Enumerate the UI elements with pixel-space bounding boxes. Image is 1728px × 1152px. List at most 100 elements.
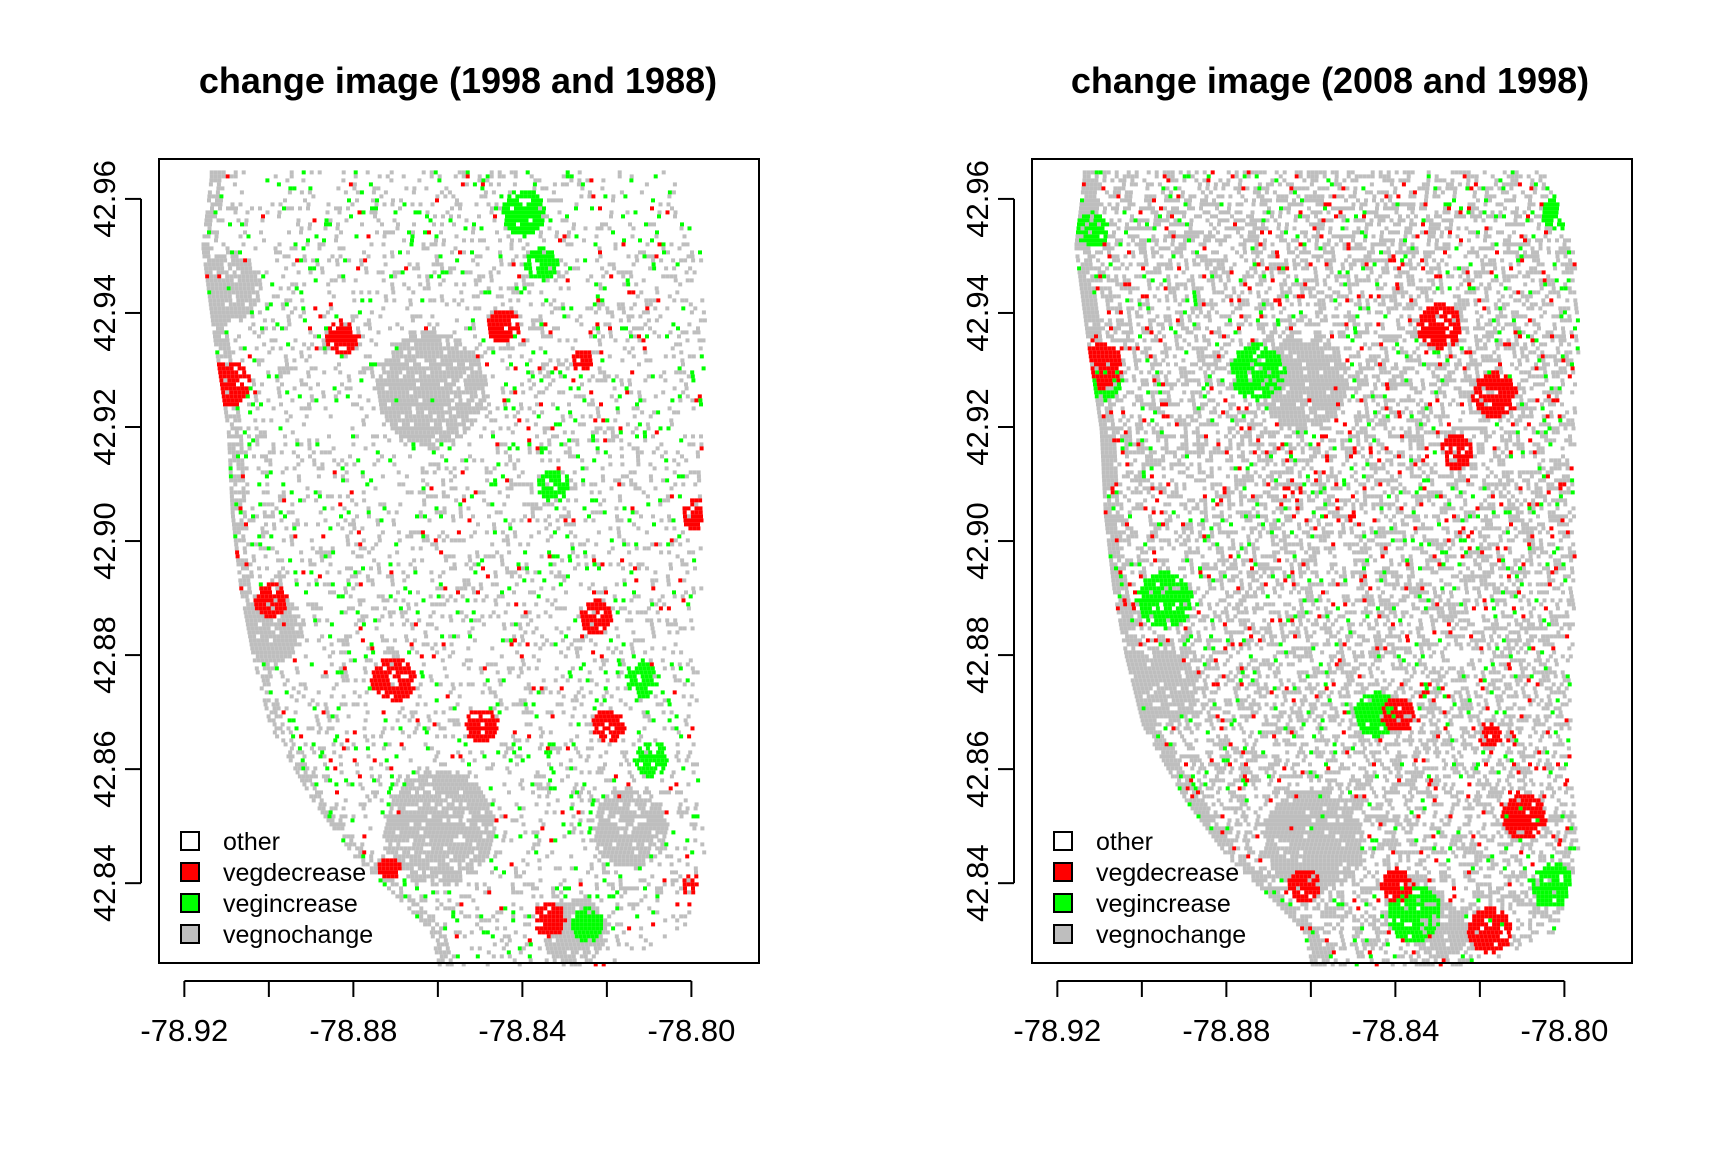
raster-cell-vegnochange [363,446,368,451]
raster-cell-vegnochange [661,246,666,251]
raster-cell-vegnochange [271,294,276,299]
raster-cell-vegnochange [216,270,221,275]
raster-cell-vegnochange [567,446,572,451]
raster-cell-vegnochange [553,306,558,311]
raster-cell-vegnochange [574,698,579,703]
raster-cell-vegincrease [526,754,531,759]
raster-cell-vegnochange [463,586,468,591]
raster-cell-vegincrease [559,442,564,447]
raster-cell-vegnochange [437,394,442,399]
raster-cell-vegincrease [333,738,338,743]
raster-cell-vegnochange [459,434,463,439]
raster-cell-vegnochange [471,586,476,591]
raster-cell-vegdecrease [329,338,334,343]
raster-cell-vegincrease [646,754,651,759]
raster-cell-vegnochange [296,462,301,467]
raster-cell-vegnochange [613,478,618,483]
raster-cell-vegnochange [434,430,439,435]
raster-cell-vegnochange [233,338,238,343]
raster-cell-vegnochange [421,642,426,647]
raster-cell-vegnochange [253,274,258,279]
raster-cell-vegincrease [519,290,524,295]
raster-cell-vegnochange [641,310,646,315]
raster-cell-vegnochange [377,174,382,179]
raster-cell-vegnochange [241,306,246,311]
raster-cell-vegnochange [325,570,330,575]
raster-cell-vegnochange [417,422,422,427]
raster-cell-vegnochange [285,678,290,683]
raster-cell-vegincrease [543,258,548,263]
raster-cell-vegnochange [250,602,255,607]
raster-cell-vegnochange [490,430,495,435]
raster-cell-vegincrease [425,214,429,219]
raster-cell-vegnochange [244,526,249,531]
raster-cell-vegdecrease [226,370,231,375]
raster-cell-vegdecrease [387,670,392,675]
raster-cell-vegnochange [294,666,299,671]
raster-cell-vegnochange [481,274,486,279]
raster-cell-vegincrease [565,482,570,487]
raster-cell-vegnochange [680,594,685,599]
raster-cell-vegnochange [496,182,501,187]
raster-cell-vegnochange [235,442,240,447]
raster-cell-vegnochange [282,682,287,687]
raster-cell-vegnochange [260,470,265,475]
raster-cell-vegnochange [414,602,419,607]
raster-cell-vegincrease [370,206,374,211]
raster-cell-vegnochange [356,326,360,331]
raster-cell-vegnochange [652,466,657,471]
raster-cell-vegnochange [453,174,458,179]
raster-cell-vegnochange [430,430,435,435]
raster-cell-vegnochange [593,310,598,315]
raster-cell-vegnochange [315,438,320,443]
raster-cell-vegincrease [346,510,351,515]
raster-cell-vegnochange [332,590,336,595]
raster-cell-vegincrease [452,634,457,639]
raster-cell-vegnochange [613,418,618,423]
raster-cell-vegnochange [264,454,268,459]
raster-cell-vegnochange [250,206,254,211]
raster-cell-vegincrease [701,366,706,371]
raster-cell-vegnochange [650,578,655,583]
raster-cell-vegincrease [523,194,528,199]
raster-cell-vegdecrease [244,522,248,527]
raster-cell-vegnochange [267,718,272,723]
raster-cell-vegnochange [476,382,480,387]
raster-cell-vegnochange [427,438,432,443]
raster-cell-vegincrease [561,486,566,491]
raster-cell-vegnochange [357,618,362,623]
raster-cell-vegnochange [326,282,331,287]
raster-cell-vegincrease [270,282,275,287]
raster-cell-vegnochange [220,326,224,331]
raster-cell-vegnochange [546,370,551,375]
raster-cell-vegnochange [453,598,458,603]
raster-cell-vegnochange [564,522,568,527]
raster-cell-vegnochange [240,470,245,475]
raster-cell-vegincrease [331,550,336,555]
raster-cell-vegnochange [283,650,288,655]
raster-cell-vegnochange [564,218,569,223]
raster-cell-vegnochange [308,330,313,335]
raster-cell-vegnochange [238,234,243,239]
raster-cell-vegnochange [551,198,555,203]
raster-cell-vegnochange [456,358,461,363]
raster-cell-vegnochange [263,654,268,659]
raster-cell-vegincrease [408,590,412,595]
raster-cell-vegincrease [388,594,393,599]
raster-cell-vegnochange [344,674,349,679]
raster-cell-vegnochange [639,190,644,195]
raster-cell-vegnochange [276,658,281,663]
raster-cell-vegnochange [273,574,278,579]
raster-cell-vegnochange [220,186,225,191]
raster-cell-vegnochange [397,394,402,399]
raster-cell-vegnochange [265,210,270,215]
raster-cell-vegincrease [498,254,503,259]
raster-cell-vegnochange [447,350,452,355]
raster-cell-vegincrease [394,346,399,351]
raster-cell-vegincrease [555,262,560,267]
raster-cell-vegdecrease [650,206,654,211]
raster-cell-vegnochange [636,526,641,531]
raster-cell-vegnochange [554,666,559,671]
raster-cell-vegdecrease [600,562,605,567]
raster-cell-vegnochange [533,178,538,183]
